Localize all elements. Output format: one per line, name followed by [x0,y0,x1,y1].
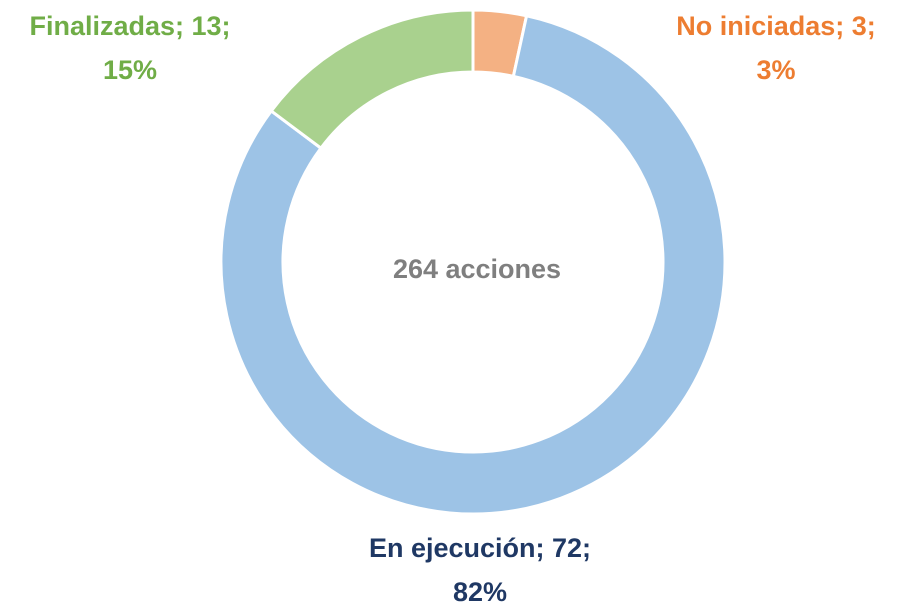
data-label: Finalizadas; 13; [29,11,230,41]
data-label: 3% [756,55,795,85]
data-label: 15% [103,55,157,85]
donut-slice [269,8,475,151]
data-label: No iniciadas; 3; [676,11,876,41]
data-label: En ejecución; 72; [369,533,591,563]
data-label: 82% [453,577,507,607]
donut-slice [219,13,727,516]
center-label: 264 acciones [393,254,561,284]
